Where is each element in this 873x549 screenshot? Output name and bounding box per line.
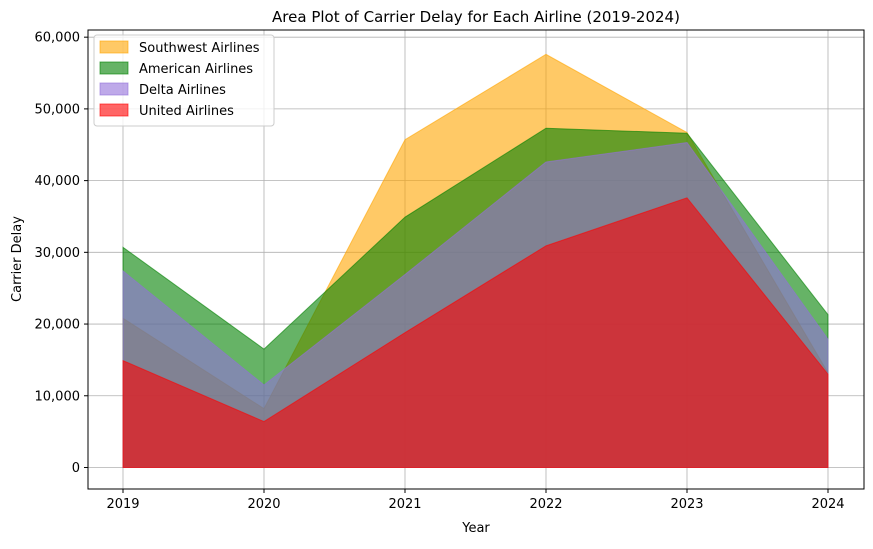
area-series	[122, 53, 829, 468]
y-axis-label: Carrier Delay	[10, 216, 25, 302]
x-tick-label: 2021	[388, 497, 421, 512]
area-united-airlines	[122, 197, 829, 468]
x-tick-label: 2024	[811, 497, 844, 512]
legend-swatch	[99, 82, 129, 96]
legend-swatch	[99, 103, 129, 117]
y-tick-label: 50,000	[35, 102, 81, 117]
legend-label: Southwest Airlines	[139, 41, 260, 56]
legend-label: United Airlines	[139, 104, 234, 119]
x-tick-label: 2023	[670, 497, 703, 512]
x-tick-label: 2020	[247, 497, 280, 512]
plot-frame	[87, 29, 865, 490]
legend-box	[93, 34, 275, 127]
x-axis-ticks: 2019 2020 2021 2022 2023 2024	[106, 489, 845, 512]
y-axis-ticks: 0 10,000 20,000 30,000 40,000 50,000 60,000	[35, 31, 88, 476]
x-tick-label: 2019	[106, 497, 139, 512]
y-tick-label: 30,000	[35, 246, 81, 261]
legend-swatch	[99, 40, 129, 54]
y-tick-label: 60,000	[35, 31, 81, 46]
legend-swatch	[99, 61, 129, 75]
x-axis-label: Year	[461, 521, 490, 536]
chart-title: Area Plot of Carrier Delay for Each Airl…	[272, 8, 680, 26]
y-tick-label: 10,000	[35, 389, 81, 404]
x-tick-label: 2022	[529, 497, 562, 512]
legend-label: American Airlines	[139, 62, 253, 77]
y-tick-label: 20,000	[35, 318, 81, 333]
y-tick-label: 0	[72, 461, 80, 476]
legend-label: Delta Airlines	[139, 83, 226, 98]
y-tick-label: 40,000	[35, 174, 81, 189]
legend: Southwest Airlines American Airlines Delta…	[93, 34, 275, 127]
